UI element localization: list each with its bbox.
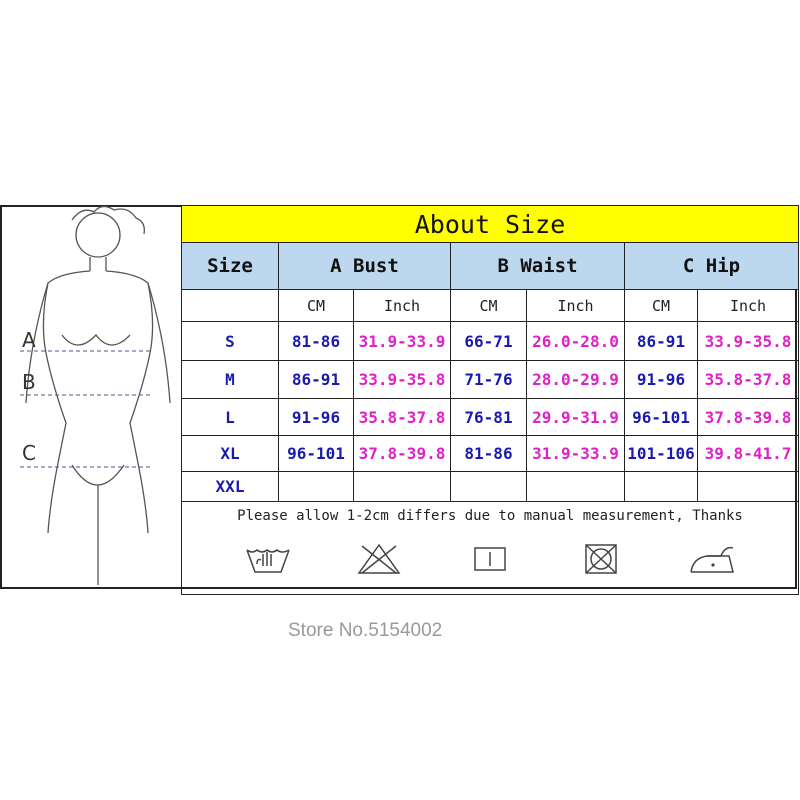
inch-value: 33.9-35.8 bbox=[353, 360, 451, 399]
do-not-tumble-dry-icon bbox=[585, 544, 617, 574]
cm-value: 81-86 bbox=[450, 435, 527, 472]
cm-value: 86-91 bbox=[278, 360, 354, 399]
watermark: Store No.5154002 bbox=[288, 620, 443, 641]
cm-value: 96-101 bbox=[624, 398, 698, 436]
size-label: S bbox=[181, 321, 279, 361]
inch-value: 31.9-33.9 bbox=[353, 321, 451, 361]
note-cell: Please allow 1-2cm differs due to manual… bbox=[180, 501, 800, 595]
figure-label-b: B bbox=[22, 370, 36, 394]
table-row: XL 96-101 37.8-39.8 81-86 31.9-33.9 101-106 39… bbox=[181, 435, 800, 472]
dry-flat-icon bbox=[474, 547, 506, 571]
cm-value: 101-106 bbox=[624, 435, 698, 472]
body-measurement-figure: A B C bbox=[20, 205, 171, 585]
header-waist: B Waist bbox=[450, 242, 625, 290]
inch-value: 26.0-28.0 bbox=[526, 321, 625, 361]
cm-value: 86-91 bbox=[624, 321, 698, 361]
header-bust: A Bust bbox=[278, 242, 451, 290]
size-label: L bbox=[181, 398, 279, 436]
unit-cm: CM bbox=[624, 289, 698, 322]
cm-value bbox=[278, 471, 354, 502]
cm-value: 76-81 bbox=[450, 398, 527, 436]
figure-label-c: C bbox=[22, 441, 36, 465]
inch-value: 35.8-37.8 bbox=[696, 360, 800, 399]
table-title: About Size bbox=[180, 205, 800, 243]
cm-value: 91-96 bbox=[624, 360, 698, 399]
inch-value bbox=[353, 471, 451, 502]
inch-value: 28.0-29.9 bbox=[526, 360, 625, 399]
iron-low-icon bbox=[690, 546, 735, 573]
size-label: M bbox=[181, 360, 279, 399]
measurement-note: Please allow 1-2cm differs due to manual… bbox=[237, 508, 743, 524]
unit-empty bbox=[181, 289, 279, 322]
unit-inch: Inch bbox=[526, 289, 625, 322]
unit-cm: CM bbox=[278, 289, 354, 322]
table-row: XXL bbox=[181, 471, 800, 502]
cm-value bbox=[624, 471, 698, 502]
inch-value: 37.8-39.8 bbox=[696, 398, 800, 436]
inch-value: 39.8-41.7 bbox=[696, 435, 800, 472]
unit-cm: CM bbox=[450, 289, 527, 322]
cm-value: 81-86 bbox=[278, 321, 354, 361]
header-hip: C Hip bbox=[623, 242, 800, 290]
cm-value: 66-71 bbox=[450, 321, 527, 361]
cm-value: 96-101 bbox=[278, 435, 354, 472]
size-label: XXL bbox=[181, 471, 279, 502]
inch-value: 37.8-39.8 bbox=[353, 435, 451, 472]
unit-inch: Inch bbox=[696, 289, 800, 322]
size-table: About Size Size A Bust B Waist C Hip CM … bbox=[180, 205, 800, 595]
cm-value: 91-96 bbox=[278, 398, 354, 436]
table-row: S 81-86 31.9-33.9 66-71 26.0-28.0 86-91 33.9-3… bbox=[181, 321, 800, 361]
do-not-bleach-icon bbox=[357, 543, 401, 574]
cm-value bbox=[450, 471, 527, 502]
unit-inch: Inch bbox=[353, 289, 451, 322]
header-size: Size bbox=[181, 242, 279, 290]
inch-value: 31.9-33.9 bbox=[526, 435, 625, 472]
inch-value: 29.9-31.9 bbox=[526, 398, 625, 436]
hand-wash-icon bbox=[245, 549, 290, 573]
inch-value bbox=[526, 471, 625, 502]
figure-label-a: A bbox=[22, 328, 36, 352]
table-row: L 91-96 35.8-37.8 76-81 29.9-31.9 96-101 37.8-… bbox=[181, 398, 800, 436]
inch-value: 35.8-37.8 bbox=[353, 398, 451, 436]
size-label: XL bbox=[181, 435, 279, 472]
table-row: M 86-91 33.9-35.8 71-76 28.0-29.9 91-96 35.8-3… bbox=[181, 360, 800, 399]
cm-value: 71-76 bbox=[450, 360, 527, 399]
inch-value: 33.9-35.8 bbox=[696, 321, 800, 361]
inch-value bbox=[696, 471, 800, 502]
